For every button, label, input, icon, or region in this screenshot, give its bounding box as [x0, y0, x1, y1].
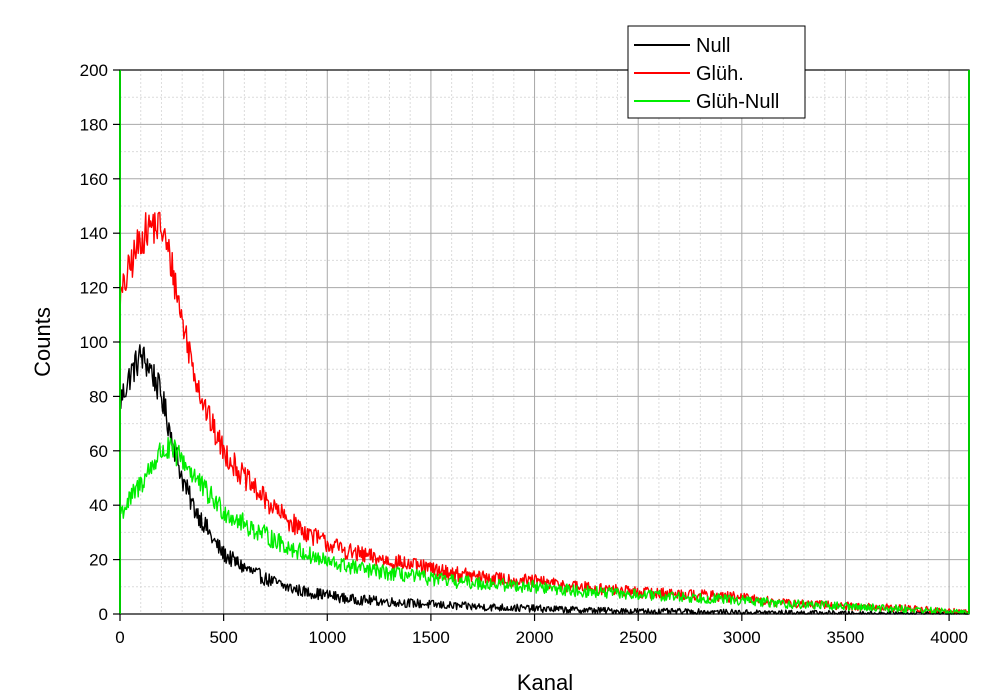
x-tick-label: 3000 [723, 628, 761, 647]
legend-label: Glüh-Null [696, 91, 779, 113]
x-tick-label: 0 [115, 628, 124, 647]
y-tick-label: 160 [80, 170, 108, 189]
legend-label: Null [696, 35, 730, 57]
x-tick-label: 1500 [412, 628, 450, 647]
y-tick-label: 100 [80, 333, 108, 352]
x-tick-label: 1000 [308, 628, 346, 647]
y-tick-label: 180 [80, 115, 108, 134]
y-tick-label: 120 [80, 279, 108, 298]
y-tick-label: 200 [80, 61, 108, 80]
x-tick-label: 3500 [827, 628, 865, 647]
y-axis-ticks: 0 20 40 60 80 100 120 140 160 180 200 [80, 61, 120, 624]
series-line-2 [119, 437, 970, 615]
series-layer [119, 211, 970, 615]
y-tick-label: 40 [89, 496, 108, 515]
legend: Null Glüh. Glüh-Null [627, 25, 806, 119]
y-tick-label: 80 [89, 387, 108, 406]
x-tick-label: 4000 [930, 628, 968, 647]
x-axis-ticks: 0 500 1000 1500 2000 2500 3000 3500 4000 [115, 614, 968, 647]
y-tick-label: 20 [89, 551, 108, 570]
x-tick-label: 500 [209, 628, 237, 647]
series-line-1 [119, 211, 970, 615]
y-tick-label: 0 [99, 605, 108, 624]
y-axis-title: Counts [30, 307, 55, 377]
x-tick-label: 2500 [619, 628, 657, 647]
y-tick-label: 60 [89, 442, 108, 461]
x-axis-title: Kanal [517, 670, 573, 695]
x-tick-label: 2000 [516, 628, 554, 647]
y-tick-label: 140 [80, 224, 108, 243]
legend-label: Glüh. [696, 63, 744, 85]
